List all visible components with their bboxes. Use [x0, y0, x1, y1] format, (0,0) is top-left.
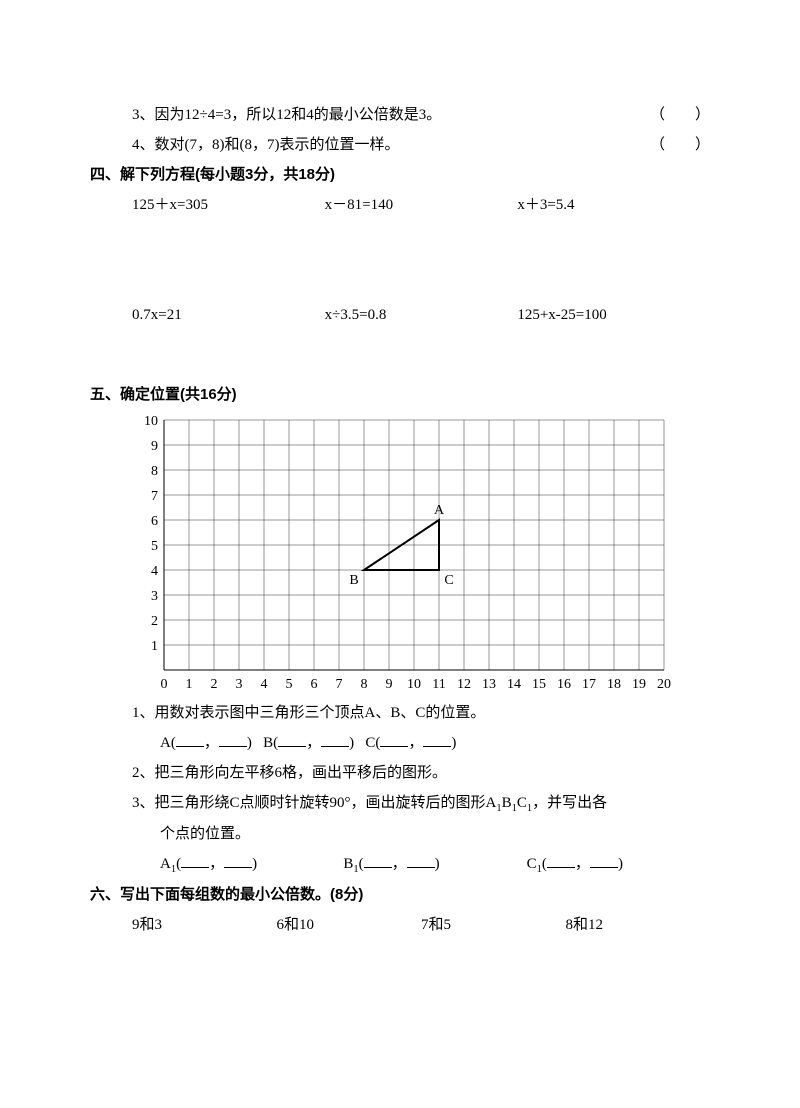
tf-item-3: 3、因为12÷4=3，所以12和4的最小公倍数是3。 （ ） [90, 100, 710, 130]
q5-3-blanks: A1(，) B1(，) C1(，) [90, 849, 710, 880]
blank-B1[interactable]: B1(，) [343, 849, 526, 880]
svg-text:15: 15 [532, 677, 546, 692]
tf4-blank[interactable]: （ ） [650, 130, 710, 160]
eq-c: x＋3=5.4 [517, 190, 710, 220]
tf4-num: 4、 [132, 137, 155, 153]
svg-text:17: 17 [582, 677, 596, 692]
svg-text:18: 18 [607, 677, 621, 692]
svg-text:1: 1 [151, 639, 158, 654]
svg-text:12: 12 [457, 677, 471, 692]
blank-C[interactable]: C(，) [365, 735, 456, 751]
blank-A[interactable]: A(，) [160, 735, 252, 751]
grid-svg: 1234567891001234567891011121314151617181… [132, 410, 674, 698]
svg-text:8: 8 [151, 464, 158, 479]
svg-text:1: 1 [186, 677, 193, 692]
svg-text:3: 3 [236, 677, 243, 692]
eq-d: 0.7x=21 [132, 300, 325, 330]
section-5-head: 五、确定位置(共16分) [90, 380, 710, 410]
svg-text:13: 13 [482, 677, 496, 692]
blank-A1[interactable]: A1(，) [160, 849, 343, 880]
tf3-text: 因为12÷4=3，所以12和4的最小公倍数是3。 [155, 107, 442, 123]
lcm-row: 9和3 6和10 7和5 8和12 [90, 910, 710, 940]
svg-text:9: 9 [151, 439, 158, 454]
tf-item-4: 4、数对(7，8)和(8，7)表示的位置一样。 （ ） [90, 130, 710, 160]
section-4-head: 四、解下列方程(每小题3分，共18分) [90, 160, 710, 190]
svg-text:10: 10 [407, 677, 421, 692]
lcm-d: 8和12 [566, 910, 711, 940]
q5-1-line1: 1、用数对表示图中三角形三个顶点A、B、C的位置。 [90, 698, 710, 728]
svg-text:4: 4 [261, 677, 268, 692]
eq-b: x－81=140 [325, 190, 518, 220]
eq-f: 125+x-25=100 [517, 300, 710, 330]
svg-text:7: 7 [151, 489, 158, 504]
svg-text:20: 20 [657, 677, 671, 692]
svg-text:14: 14 [507, 677, 521, 692]
svg-text:9: 9 [386, 677, 393, 692]
equation-row-1: 125＋x=305 x－81=140 x＋3=5.4 [90, 190, 710, 220]
svg-text:7: 7 [336, 677, 343, 692]
lcm-b: 6和10 [277, 910, 422, 940]
q5-3-line2: 个点的位置。 [90, 819, 710, 849]
svg-text:3: 3 [151, 589, 158, 604]
svg-text:10: 10 [144, 414, 158, 429]
eq-e: x÷3.5=0.8 [325, 300, 518, 330]
tf4-text: 数对(7，8)和(8，7)表示的位置一样。 [155, 137, 400, 153]
svg-text:11: 11 [432, 677, 445, 692]
svg-text:0: 0 [161, 677, 168, 692]
svg-text:2: 2 [151, 614, 158, 629]
q5-2: 2、把三角形向左平移6格，画出平移后的图形。 [90, 758, 710, 788]
lcm-a: 9和3 [132, 910, 277, 940]
section-6-head: 六、写出下面每组数的最小公倍数。(8分) [90, 880, 710, 910]
svg-text:5: 5 [286, 677, 293, 692]
svg-text:C: C [444, 573, 453, 588]
svg-text:16: 16 [557, 677, 571, 692]
svg-text:B: B [349, 573, 358, 588]
svg-text:6: 6 [151, 514, 158, 529]
q5-3-line1: 3、把三角形绕C点顺时针旋转90°，画出旋转后的图形A1B1C1，并写出各 [90, 788, 710, 819]
grid-chart: 1234567891001234567891011121314151617181… [90, 410, 710, 698]
svg-text:A: A [434, 503, 445, 518]
svg-text:4: 4 [151, 564, 158, 579]
svg-text:5: 5 [151, 539, 158, 554]
tf3-num: 3、 [132, 107, 155, 123]
svg-text:19: 19 [632, 677, 646, 692]
lcm-c: 7和5 [421, 910, 566, 940]
blank-B[interactable]: B(，) [263, 735, 354, 751]
equation-row-2: 0.7x=21 x÷3.5=0.8 125+x-25=100 [90, 300, 710, 330]
tf3-blank[interactable]: （ ） [650, 100, 710, 130]
svg-text:2: 2 [211, 677, 218, 692]
svg-text:6: 6 [311, 677, 318, 692]
eq-a: 125＋x=305 [132, 190, 325, 220]
blank-C1[interactable]: C1(，) [527, 849, 710, 880]
svg-text:8: 8 [361, 677, 368, 692]
q5-1-blanks: A(，) B(，) C(，) [90, 728, 710, 758]
